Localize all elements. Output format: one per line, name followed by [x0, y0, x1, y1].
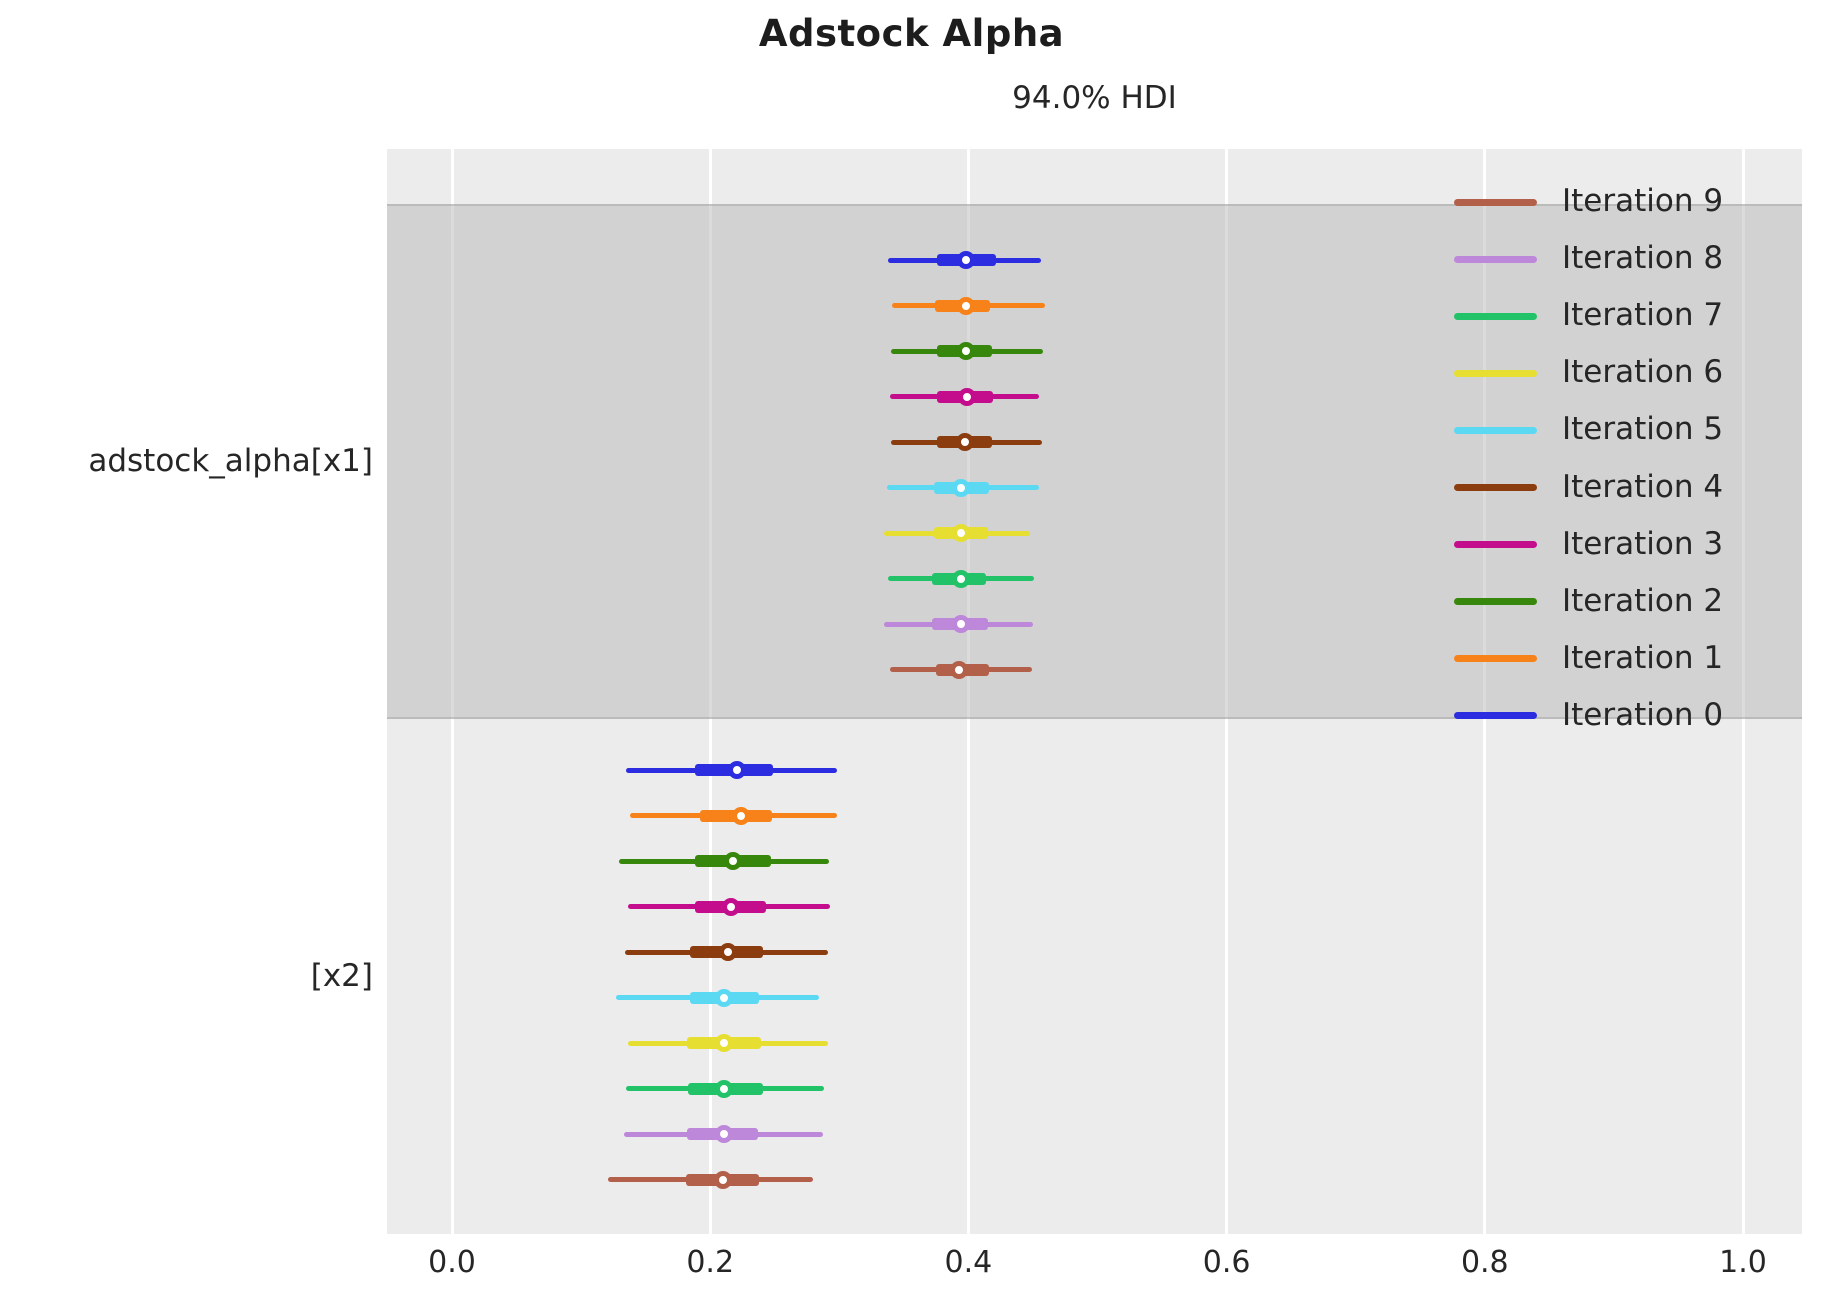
median-marker — [958, 387, 977, 406]
legend-label: Iteration 4 — [1562, 468, 1724, 505]
median-marker — [956, 342, 975, 361]
legend-label: Iteration 2 — [1562, 582, 1724, 619]
legend-label: Iteration 9 — [1562, 183, 1724, 219]
legend-swatch — [1454, 712, 1537, 720]
x-tick-label: 1.0 — [1719, 1245, 1767, 1280]
y-axis-label: [x2] — [310, 957, 373, 994]
x-tick-label: 0.2 — [686, 1245, 735, 1280]
median-marker — [956, 296, 975, 315]
x-tick-label: 0.8 — [1460, 1245, 1509, 1280]
median-marker — [951, 478, 970, 497]
median-marker — [715, 1034, 734, 1053]
x-tick-label: 0.4 — [944, 1245, 993, 1280]
median-marker — [732, 806, 751, 825]
median-marker — [724, 852, 743, 871]
median-marker — [714, 1170, 733, 1189]
legend-swatch — [1454, 655, 1537, 663]
legend-swatch — [1454, 369, 1537, 377]
legend-label: Iteration 0 — [1562, 696, 1724, 733]
median-marker — [951, 524, 970, 543]
median-marker — [950, 660, 969, 679]
median-marker — [719, 943, 738, 962]
median-marker — [715, 1125, 734, 1144]
median-marker — [955, 433, 974, 452]
median-marker — [715, 988, 734, 1007]
plot-area — [387, 149, 1802, 1234]
hdi-subtitle: 94.0% HDI — [1012, 80, 1177, 116]
legend-swatch — [1454, 312, 1537, 320]
median-marker — [715, 1079, 734, 1098]
legend-label: Iteration 7 — [1562, 297, 1724, 334]
median-marker — [956, 251, 975, 269]
shaded-band — [387, 204, 1802, 719]
y-axis-label: adstock_alpha[x1] — [88, 442, 373, 479]
median-marker — [951, 615, 970, 634]
legend-label: Iteration 6 — [1562, 354, 1724, 391]
figure-title: Adstock Alpha — [758, 12, 1065, 55]
legend-label: Iteration 1 — [1562, 639, 1724, 676]
legend-swatch — [1454, 426, 1537, 434]
median-marker — [728, 761, 747, 779]
median-marker — [721, 897, 740, 916]
legend-swatch — [1454, 541, 1537, 549]
x-tick-label: 0.6 — [1202, 1245, 1251, 1280]
legend-swatch — [1454, 484, 1537, 491]
median-marker — [951, 569, 970, 588]
legend-swatch — [1454, 598, 1537, 606]
legend-label: Iteration 8 — [1562, 240, 1724, 277]
legend-label: Iteration 3 — [1562, 525, 1724, 562]
x-tick-label: 0.0 — [428, 1245, 476, 1280]
legend-swatch — [1454, 255, 1537, 263]
legend-label: Iteration 5 — [1562, 411, 1724, 448]
legend-swatch — [1454, 198, 1537, 206]
